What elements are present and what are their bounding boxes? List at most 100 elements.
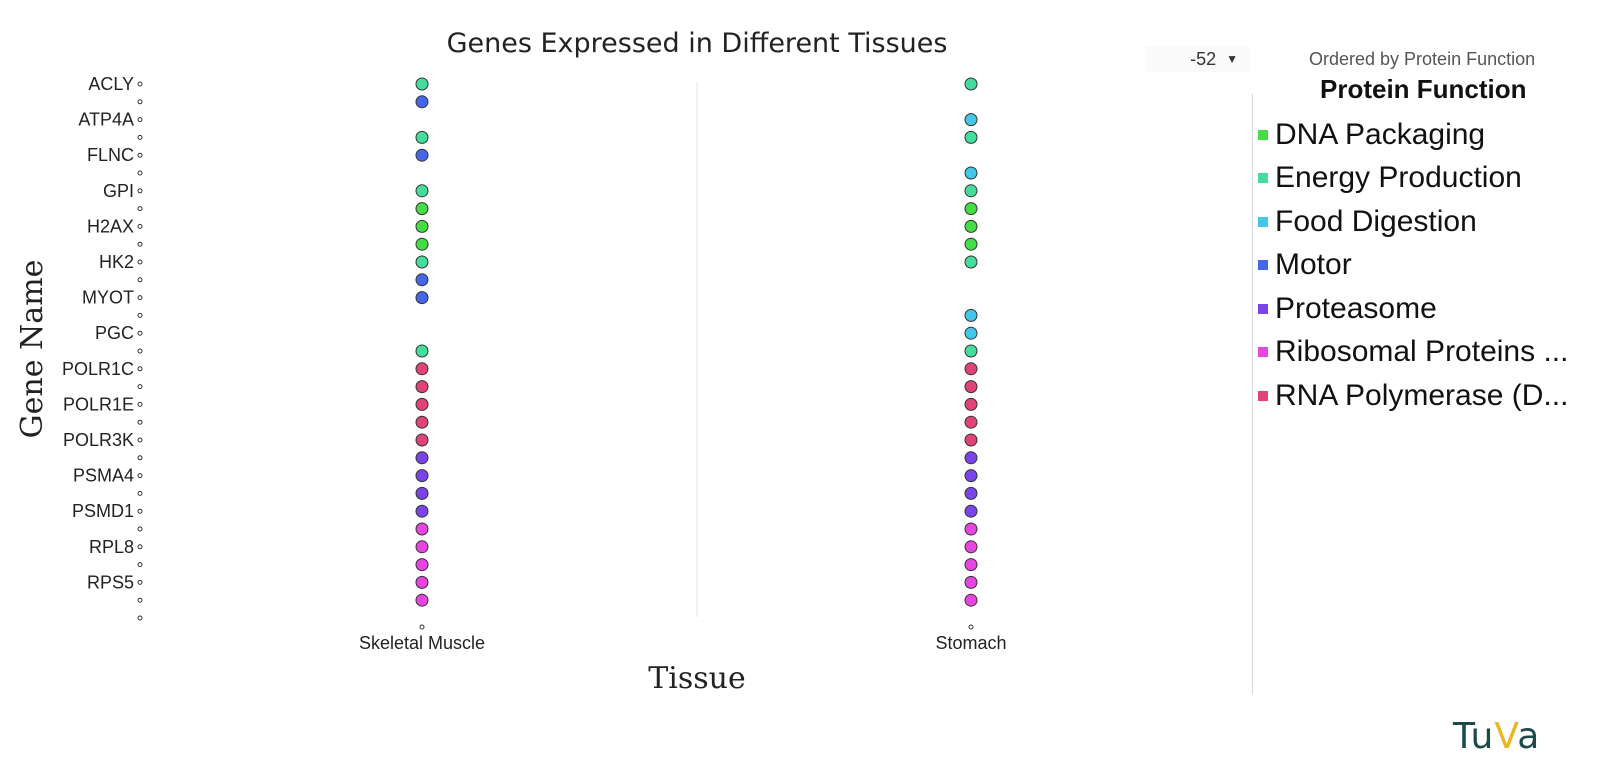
legend-item[interactable]: RNA Polymerase (D... xyxy=(1258,374,1568,418)
x-tick-label: Stomach xyxy=(935,633,1006,653)
data-point[interactable] xyxy=(415,130,429,144)
y-axis: ACLY ATP4A FLNC GPI H2AX HK2 MYOT PGC POLR1C POLR… xyxy=(62,74,143,621)
legend-item[interactable]: DNA Packaging xyxy=(1258,113,1568,157)
legend-item[interactable]: Food Digestion xyxy=(1258,200,1568,244)
y-axis-title: Gene Name xyxy=(15,260,50,439)
data-point[interactable] xyxy=(964,113,978,127)
legend-swatch xyxy=(1258,347,1268,358)
data-point[interactable] xyxy=(415,362,429,376)
data-point[interactable] xyxy=(964,326,978,340)
data-point[interactable] xyxy=(415,202,429,216)
data-point[interactable] xyxy=(964,486,978,500)
legend-swatch xyxy=(1258,173,1268,184)
data-point[interactable] xyxy=(964,130,978,144)
data-point[interactable] xyxy=(415,593,429,607)
data-point[interactable] xyxy=(964,540,978,554)
data-point[interactable] xyxy=(415,486,429,500)
order-note: Ordered by Protein Function xyxy=(1309,49,1536,69)
data-point[interactable] xyxy=(415,540,429,554)
data-point[interactable] xyxy=(415,415,429,429)
y-tick-mark xyxy=(137,348,143,354)
data-point[interactable] xyxy=(964,237,978,251)
y-tick-mark xyxy=(137,401,143,407)
y-tick-mark xyxy=(137,259,143,265)
filter-value: -52 xyxy=(1190,48,1217,69)
data-point[interactable] xyxy=(415,504,429,518)
data-point[interactable] xyxy=(964,451,978,465)
data-point[interactable] xyxy=(415,380,429,394)
data-point[interactable] xyxy=(964,433,978,447)
data-point[interactable] xyxy=(415,291,429,305)
legend-item[interactable]: Ribosomal Proteins ... xyxy=(1258,331,1568,375)
y-tick-mark xyxy=(137,490,143,496)
legend-item[interactable]: Motor xyxy=(1258,244,1568,288)
y-tick-label: MYOT xyxy=(82,288,134,308)
data-point[interactable] xyxy=(415,77,429,91)
data-point[interactable] xyxy=(964,397,978,411)
data-point[interactable] xyxy=(964,593,978,607)
data-point[interactable] xyxy=(415,451,429,465)
y-tick-label: RPL8 xyxy=(89,537,134,557)
y-tick-label: HK2 xyxy=(99,252,134,272)
y-tick-mark xyxy=(137,330,143,336)
data-point[interactable] xyxy=(415,344,429,358)
legend-swatch xyxy=(1258,390,1268,401)
data-point[interactable] xyxy=(964,362,978,376)
y-tick-mark xyxy=(137,134,143,140)
legend-item[interactable]: Proteasome xyxy=(1258,287,1568,331)
data-point[interactable] xyxy=(964,255,978,269)
data-point[interactable] xyxy=(964,308,978,322)
data-point[interactable] xyxy=(964,415,978,429)
legend-item[interactable]: Energy Production xyxy=(1258,157,1568,201)
logo-text-end: a xyxy=(1517,716,1541,757)
data-point[interactable] xyxy=(964,380,978,394)
data-point[interactable] xyxy=(415,575,429,589)
data-point[interactable] xyxy=(415,522,429,536)
data-point[interactable] xyxy=(415,558,429,572)
y-tick-mark xyxy=(137,597,143,603)
legend-swatch xyxy=(1258,129,1268,140)
y-tick-mark xyxy=(137,277,143,283)
data-point[interactable] xyxy=(415,273,429,287)
tuva-logo: TuVa xyxy=(1453,716,1540,757)
data-point[interactable] xyxy=(964,558,978,572)
legend-swatch xyxy=(1258,260,1268,271)
legend-label: RNA Polymerase (D... xyxy=(1275,378,1569,412)
y-tick-mark xyxy=(137,579,143,585)
data-point[interactable] xyxy=(964,166,978,180)
y-tick-label: ACLY xyxy=(88,74,134,94)
data-point[interactable] xyxy=(415,184,429,198)
chart-title: Genes Expressed in Different Tissues xyxy=(447,28,948,59)
data-point[interactable] xyxy=(415,397,429,411)
data-point[interactable] xyxy=(415,237,429,251)
y-tick-mark xyxy=(137,188,143,194)
legend-title: Protein Function xyxy=(1320,74,1527,104)
y-tick-mark xyxy=(137,544,143,550)
y-tick-mark xyxy=(137,223,143,229)
filter-dropdown[interactable]: -52 ▼ xyxy=(1146,46,1250,72)
x-tick-mark xyxy=(419,624,425,630)
y-tick-label: POLR3K xyxy=(63,430,134,450)
data-point[interactable] xyxy=(964,469,978,483)
data-point[interactable] xyxy=(964,184,978,198)
data-point[interactable] xyxy=(964,344,978,358)
y-tick-mark xyxy=(137,206,143,212)
data-point[interactable] xyxy=(415,95,429,109)
data-point[interactable] xyxy=(415,433,429,447)
data-point[interactable] xyxy=(964,77,978,91)
data-point[interactable] xyxy=(415,219,429,233)
y-tick-label: H2AX xyxy=(87,216,134,236)
data-point[interactable] xyxy=(964,504,978,518)
y-tick-label: POLR1E xyxy=(63,394,134,414)
data-point[interactable] xyxy=(964,575,978,589)
data-point[interactable] xyxy=(415,469,429,483)
data-point[interactable] xyxy=(415,148,429,162)
y-tick-label: PGC xyxy=(95,323,134,343)
data-point[interactable] xyxy=(964,522,978,536)
legend-label: Ribosomal Proteins ... xyxy=(1275,335,1569,369)
x-tick-label: Skeletal Muscle xyxy=(359,633,485,653)
data-point[interactable] xyxy=(964,219,978,233)
data-point[interactable] xyxy=(964,202,978,216)
legend: DNA Packaging Energy Production Food Diges… xyxy=(1258,113,1568,418)
data-point[interactable] xyxy=(415,255,429,269)
